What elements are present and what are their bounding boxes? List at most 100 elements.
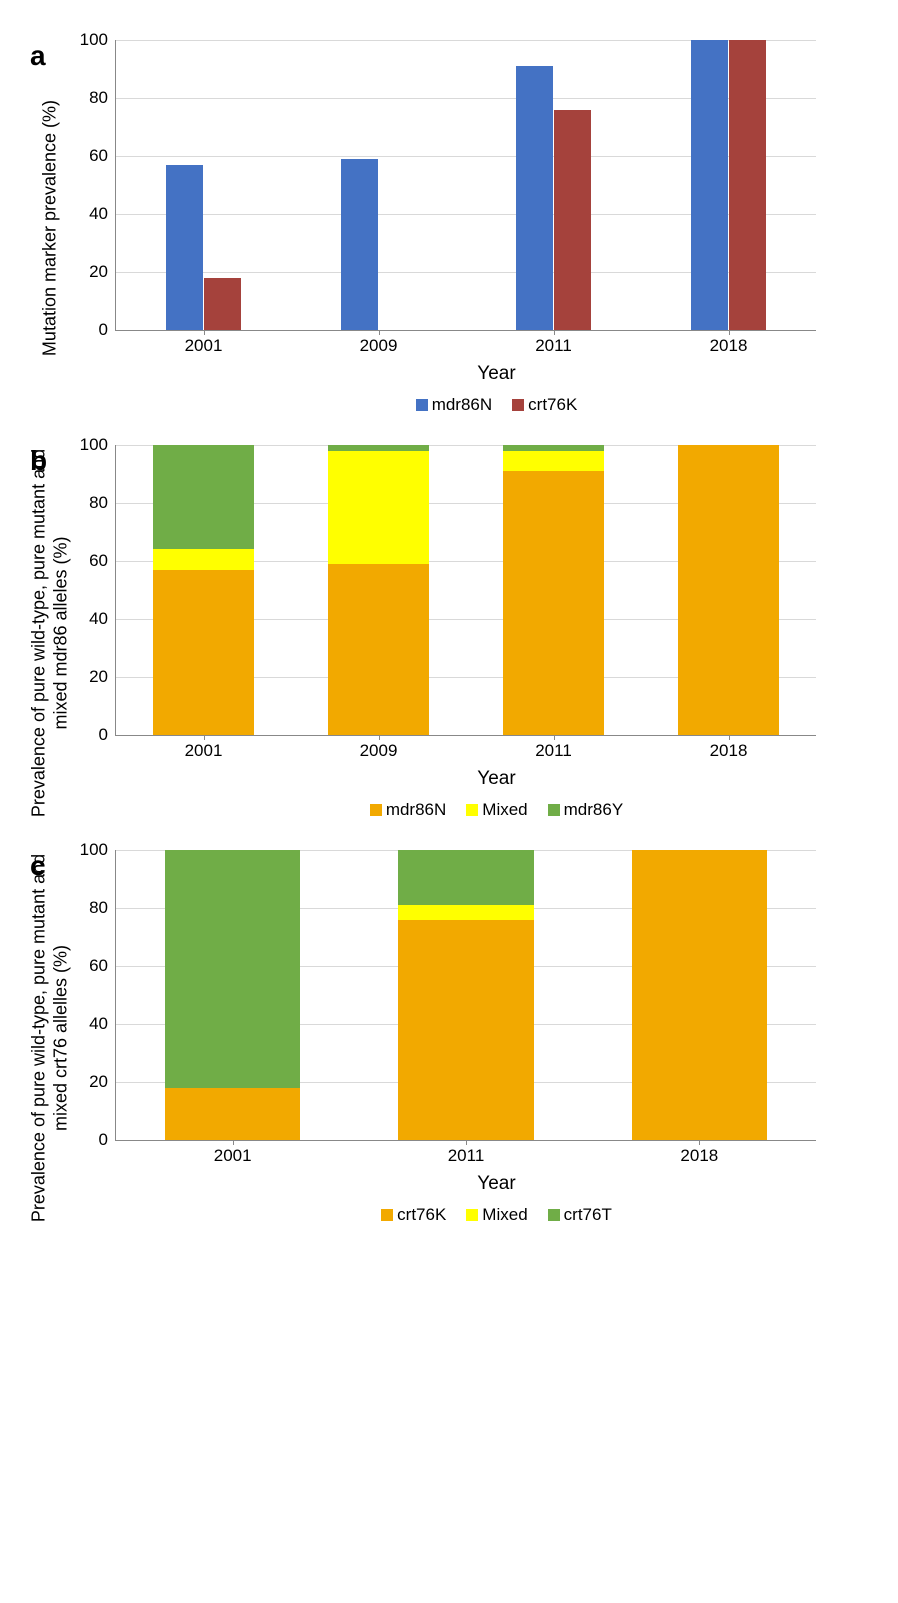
legend-swatch	[548, 1209, 560, 1221]
legend-swatch	[370, 804, 382, 816]
chart-c-legend: crt76K Mixed crt76T	[115, 1205, 878, 1225]
segment-crt76K	[398, 920, 533, 1140]
bar-crt76K	[729, 40, 766, 330]
chart-a-plot: 0204060801002001200920112018	[115, 40, 816, 331]
y-tick-label: 0	[99, 320, 108, 340]
x-tick-mark	[379, 330, 380, 335]
x-tick-label: 2001	[214, 1146, 252, 1166]
x-tick-label: 2009	[360, 336, 398, 356]
x-tick-label: 2018	[680, 1146, 718, 1166]
y-tick-label: 80	[89, 898, 108, 918]
chart-a-legend: mdr86N crt76K	[115, 395, 878, 415]
chart-b-container: Prevalence of pure wild-type, pure mutan…	[115, 445, 878, 820]
segment-mdr86Y	[153, 445, 255, 549]
legend-item-Mixed: Mixed	[466, 800, 527, 820]
legend-item-crt76K: crt76K	[381, 1205, 446, 1225]
x-tick-mark	[204, 330, 205, 335]
stacked-bar	[165, 850, 300, 1140]
segment-mdr86Y	[503, 445, 605, 451]
legend-swatch	[416, 399, 428, 411]
x-tick-mark	[554, 330, 555, 335]
segment-mdr86Y	[328, 445, 430, 451]
legend-label: mdr86N	[386, 800, 446, 819]
legend-item-mdr86N: mdr86N	[416, 395, 492, 415]
x-tick-mark	[204, 735, 205, 740]
bar-mdr86N	[691, 40, 728, 330]
x-tick-mark	[554, 735, 555, 740]
legend-label: Mixed	[482, 1205, 527, 1224]
segment-crt76K	[165, 1088, 300, 1140]
bar-mdr86N	[516, 66, 553, 330]
segment-Mixed	[503, 451, 605, 471]
y-tick-label: 20	[89, 667, 108, 687]
panel-a: a Mutation marker prevalence (%) 0204060…	[20, 40, 878, 415]
chart-c-container: Prevalence of pure wild-type, pure mutan…	[115, 850, 878, 1225]
x-tick-label: 2009	[360, 741, 398, 761]
legend-item-crt76K: crt76K	[512, 395, 577, 415]
x-tick-mark	[233, 1140, 234, 1145]
y-tick-label: 100	[80, 435, 108, 455]
chart-a-container: Mutation marker prevalence (%) 020406080…	[115, 40, 878, 415]
y-tick-label: 0	[99, 1130, 108, 1150]
legend-label: mdr86N	[432, 395, 492, 414]
y-tick-label: 60	[89, 551, 108, 571]
legend-label: crt76T	[564, 1205, 612, 1224]
x-tick-mark	[379, 735, 380, 740]
chart-b-y-label: Prevalence of pure wild-type, pure mutan…	[28, 433, 71, 833]
x-tick-mark	[729, 735, 730, 740]
legend-swatch	[548, 804, 560, 816]
x-tick-mark	[466, 1140, 467, 1145]
legend-label: Mixed	[482, 800, 527, 819]
stacked-bar	[632, 850, 767, 1140]
chart-c-plot: 020406080100200120112018	[115, 850, 816, 1141]
legend-item-mdr86N: mdr86N	[370, 800, 446, 820]
y-tick-label: 40	[89, 204, 108, 224]
x-tick-label: 2011	[535, 336, 572, 356]
chart-c-x-label: Year	[115, 1173, 878, 1195]
y-tick-label: 80	[89, 493, 108, 513]
bar-crt76K	[554, 110, 591, 330]
stacked-bar	[153, 445, 255, 735]
chart-b-plot: 0204060801002001200920112018	[115, 445, 816, 736]
panel-c: c Prevalence of pure wild-type, pure mut…	[20, 850, 878, 1225]
stacked-bar	[398, 850, 533, 1140]
legend-swatch	[512, 399, 524, 411]
x-tick-label: 2001	[185, 336, 223, 356]
stacked-bar	[503, 445, 605, 735]
bar-mdr86N	[166, 165, 203, 330]
segment-Mixed	[328, 451, 430, 564]
y-tick-label: 20	[89, 1072, 108, 1092]
stacked-bar	[678, 445, 780, 735]
chart-a-x-label: Year	[115, 363, 878, 385]
y-tick-label: 20	[89, 262, 108, 282]
segment-crt76T	[165, 850, 300, 1088]
segment-crt76K	[632, 850, 767, 1140]
y-tick-label: 40	[89, 609, 108, 629]
x-tick-label: 2018	[710, 336, 748, 356]
segment-crt76T	[398, 850, 533, 905]
panel-b: b Prevalence of pure wild-type, pure mut…	[20, 445, 878, 820]
bar-mdr86N	[341, 159, 378, 330]
y-tick-label: 0	[99, 725, 108, 745]
segment-mdr86N	[503, 471, 605, 735]
chart-b-legend: mdr86N Mixed mdr86Y	[115, 800, 878, 820]
legend-label: crt76K	[397, 1205, 446, 1224]
chart-b-x-label: Year	[115, 768, 878, 790]
y-tick-label: 100	[80, 30, 108, 50]
legend-label: crt76K	[528, 395, 577, 414]
legend-swatch	[466, 1209, 478, 1221]
legend-label: mdr86Y	[564, 800, 624, 819]
segment-mdr86N	[678, 445, 780, 735]
segment-Mixed	[153, 549, 255, 569]
legend-item-mdr86Y: mdr86Y	[548, 800, 624, 820]
legend-item-crt76T: crt76T	[548, 1205, 612, 1225]
segment-Mixed	[398, 905, 533, 920]
segment-mdr86N	[328, 564, 430, 735]
x-tick-mark	[729, 330, 730, 335]
legend-swatch	[381, 1209, 393, 1221]
chart-c-y-label: Prevalence of pure wild-type, pure mutan…	[28, 838, 71, 1238]
y-tick-label: 60	[89, 146, 108, 166]
y-tick-label: 100	[80, 840, 108, 860]
y-tick-label: 60	[89, 956, 108, 976]
x-tick-label: 2011	[448, 1146, 485, 1166]
